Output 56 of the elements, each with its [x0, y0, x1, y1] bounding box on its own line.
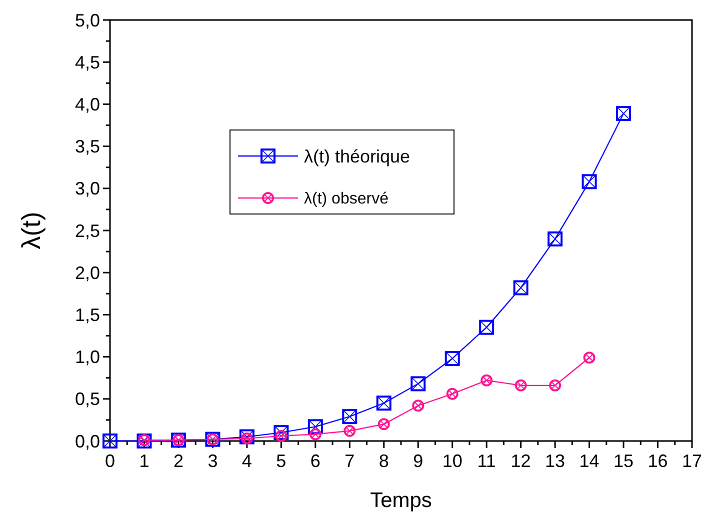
y-tick-label: 0,0 [74, 431, 100, 452]
point [376, 396, 392, 411]
y-tick-label: 2,5 [74, 220, 100, 241]
point [102, 434, 118, 448]
x-tick-label: 3 [208, 451, 218, 471]
x-tick-label: 7 [344, 451, 355, 471]
x-tick-label: 9 [413, 451, 424, 471]
point [274, 425, 289, 440]
x-tick-label: 1 [139, 451, 150, 471]
point [616, 106, 632, 121]
y-tick-label: 1,0 [74, 347, 100, 368]
y-tick-label: 5,0 [74, 10, 100, 30]
point [410, 376, 426, 392]
legend-label: λ(t) observé [304, 190, 389, 208]
point [549, 379, 562, 392]
point [446, 388, 458, 400]
x-tick-label: 11 [477, 451, 496, 471]
point [479, 320, 494, 335]
y-tick-label: 2,0 [74, 262, 100, 283]
y-tick-label: 1,5 [74, 305, 100, 325]
x-tick-label: 16 [648, 451, 668, 471]
point [344, 424, 356, 437]
x-tick-label: 10 [442, 451, 462, 471]
y-tick-label: 4,0 [74, 94, 100, 114]
x-tick-label: 15 [614, 451, 634, 471]
point [582, 174, 597, 190]
x-tick-label: 14 [579, 451, 600, 471]
point [412, 400, 424, 412]
point [513, 280, 528, 296]
x-tick-label: 17 [682, 451, 702, 471]
point [444, 350, 460, 366]
point [309, 428, 322, 440]
point [240, 432, 253, 444]
y-tick-label: 4,5 [74, 52, 100, 72]
y-tick-label: 0,5 [74, 389, 100, 410]
point [342, 409, 358, 424]
point [548, 231, 563, 246]
point [514, 379, 527, 392]
y-axis-title: λ(t) [16, 212, 46, 250]
point [480, 374, 493, 386]
x-tick-label: 5 [276, 451, 286, 471]
x-tick-label: 13 [545, 451, 566, 471]
point [239, 429, 254, 444]
point [275, 430, 288, 442]
x-tick-label: 8 [378, 451, 389, 471]
y-tick-label: 3,5 [74, 136, 100, 157]
legend-label: λ(t) théorique [304, 146, 410, 166]
y-tick-label: 3,0 [74, 178, 100, 199]
x-tick-label: 4 [242, 451, 252, 471]
x-tick-label: 2 [173, 451, 184, 471]
x-tick-label: 12 [510, 451, 531, 471]
point [583, 352, 596, 364]
x-tick-label: 0 [104, 451, 116, 471]
x-axis-title: Temps [370, 489, 432, 512]
x-tick-label: 6 [310, 451, 320, 471]
point [378, 418, 390, 430]
